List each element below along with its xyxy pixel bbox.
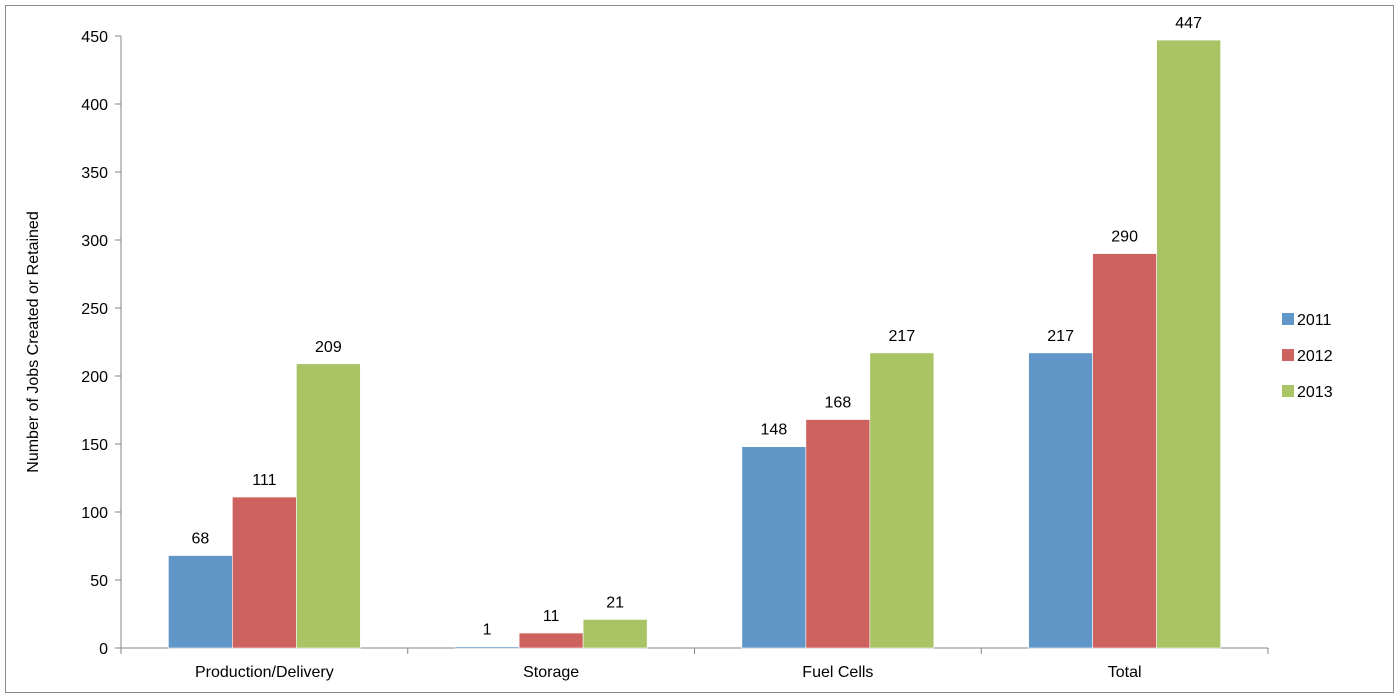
bar-2013-storage: [583, 619, 647, 648]
y-tick-label: 200: [81, 369, 108, 386]
bar-2013-production-delivery: [296, 364, 360, 648]
data-label: 217: [889, 328, 916, 345]
y-axis-label: Number of Jobs Created or Retained: [25, 211, 42, 472]
bar-2012-fuel-cells: [806, 420, 870, 648]
bar-2012-production-delivery: [232, 497, 296, 648]
legend-swatch-2012: [1282, 349, 1294, 361]
data-label: 217: [1047, 328, 1074, 345]
y-tick-label: 150: [81, 437, 108, 454]
x-tick-label: Production/Delivery: [195, 664, 334, 681]
bar-2013-fuel-cells: [870, 353, 934, 648]
x-tick-label: Storage: [523, 664, 579, 681]
y-tick-label: 50: [90, 573, 108, 590]
legend: 2011 2012 2013: [1282, 312, 1333, 401]
y-tick-label: 0: [99, 641, 108, 658]
bar-2011-fuel-cells: [742, 447, 806, 648]
bar-2012-storage: [519, 633, 583, 648]
bar-2013-total: [1157, 40, 1221, 648]
y-tick-label: 250: [81, 301, 108, 318]
legend-label-2013: 2013: [1297, 384, 1333, 401]
data-label: 447: [1175, 15, 1202, 32]
bar-2012-total: [1093, 254, 1157, 648]
data-label: 290: [1111, 229, 1138, 246]
data-label: 209: [315, 339, 342, 356]
data-label: 168: [825, 395, 852, 412]
x-tick-label: Total: [1108, 664, 1142, 681]
y-tick-label: 450: [81, 29, 108, 46]
legend-label-2012: 2012: [1297, 348, 1333, 365]
data-label: 68: [191, 531, 209, 548]
data-label: 1: [483, 622, 492, 639]
data-label: 111: [252, 472, 276, 489]
y-tick-label: 100: [81, 505, 108, 522]
legend-label-2011: 2011: [1297, 312, 1332, 329]
x-tick-label: Fuel Cells: [802, 664, 873, 681]
bar-2011-total: [1029, 353, 1093, 648]
bar-2011-storage: [455, 647, 519, 648]
y-tick-label: 300: [81, 233, 108, 250]
y-tick-label: 400: [81, 97, 108, 114]
bar-2011-production-delivery: [168, 556, 232, 648]
legend-swatch-2013: [1282, 385, 1294, 397]
data-label: 148: [761, 422, 788, 439]
data-label: 11: [543, 608, 560, 625]
legend-swatch-2011: [1282, 313, 1294, 325]
y-tick-label: 350: [81, 165, 108, 182]
data-label: 21: [606, 594, 624, 611]
